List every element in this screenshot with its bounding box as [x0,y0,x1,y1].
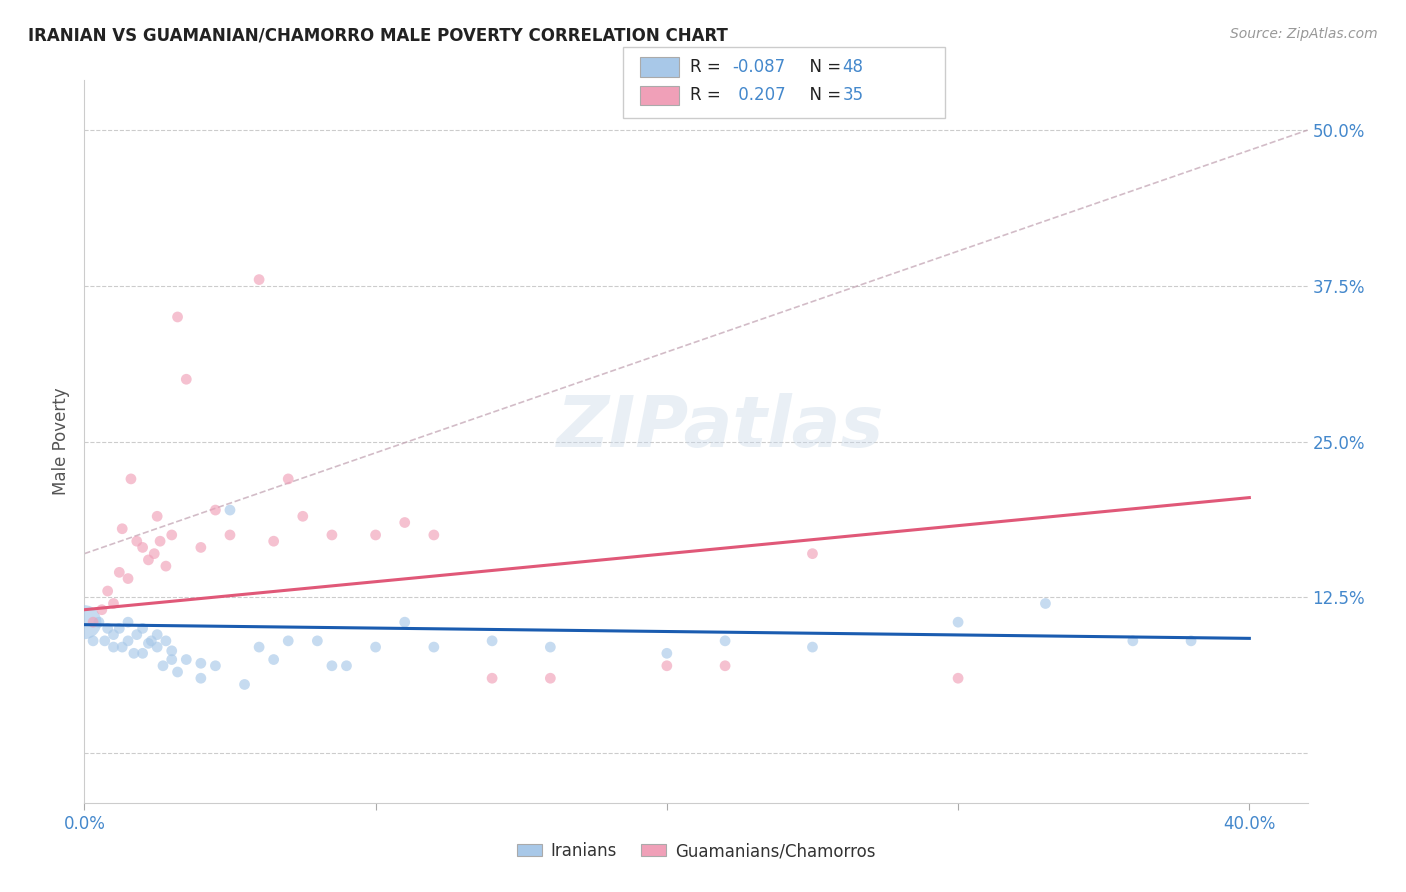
Point [277,633,299,648]
Text: Source: ZipAtlas.com: Source: ZipAtlas.com [1230,27,1378,41]
Point [111,522,134,536]
Point [190,541,212,555]
Point [125,534,148,549]
Text: ZIPatlas: ZIPatlas [557,392,884,461]
Point [166,665,188,679]
Point [481,633,503,648]
Point [117,572,139,586]
Text: R =: R = [690,87,731,104]
Point [335,658,357,673]
Point [801,547,824,561]
Point [1180,633,1202,648]
Point [321,658,343,673]
Text: 48: 48 [842,58,863,76]
Point [131,541,153,555]
Point [108,566,131,580]
Point [87,615,110,630]
Point [1122,633,1144,648]
Legend: Iranians, Guamanians/Chamorros: Iranians, Guamanians/Chamorros [510,836,882,867]
Point [946,615,969,630]
Point [714,658,737,673]
Point [174,372,197,386]
Text: R =: R = [690,58,727,76]
Point [146,640,169,654]
Point [174,652,197,666]
Point [141,633,163,648]
Point [90,603,112,617]
Text: N =: N = [799,87,846,104]
Point [111,640,134,654]
Point [122,646,145,660]
Point [1035,597,1057,611]
Point [423,640,446,654]
Point [801,640,824,654]
Point [219,503,242,517]
Point [97,621,120,635]
Text: IRANIAN VS GUAMANIAN/CHAMORRO MALE POVERTY CORRELATION CHART: IRANIAN VS GUAMANIAN/CHAMORRO MALE POVER… [28,27,728,45]
Point [146,509,169,524]
Text: N =: N = [799,58,846,76]
Point [125,627,148,641]
Point [277,472,299,486]
Point [82,615,104,630]
Point [146,627,169,641]
Point [423,528,446,542]
Point [103,627,125,641]
Point [655,658,678,673]
Text: 0.207: 0.207 [733,87,785,104]
Point [538,640,561,654]
Point [394,615,416,630]
Point [321,528,343,542]
Point [946,671,969,685]
Point [263,534,285,549]
Point [131,621,153,635]
Point [166,310,188,324]
Point [103,640,125,654]
Point [160,652,183,666]
Point [219,528,242,542]
Y-axis label: Male Poverty: Male Poverty [52,388,70,495]
Point [655,646,678,660]
Point [714,633,737,648]
Point [82,633,104,648]
Point [117,615,139,630]
Point [394,516,416,530]
Point [247,272,270,286]
Point [538,671,561,685]
Point [97,584,120,599]
Point [149,534,172,549]
Point [364,640,387,654]
Point [481,671,503,685]
Point [93,633,115,648]
Point [131,646,153,660]
Point [155,559,177,574]
Text: -0.087: -0.087 [733,58,786,76]
Point [103,597,125,611]
Point [190,671,212,685]
Point [138,553,160,567]
Point [160,528,183,542]
Point [108,621,131,635]
Point [138,636,160,650]
Point [307,633,329,648]
Point [155,633,177,648]
Point [247,640,270,654]
Point [233,677,256,691]
Point [160,644,183,658]
Point [263,652,285,666]
Point [364,528,387,542]
Point [120,472,142,486]
Point [117,633,139,648]
Point [73,615,96,630]
Text: 35: 35 [842,87,863,104]
Point [204,503,226,517]
Point [291,509,314,524]
Point [152,658,174,673]
Point [143,547,166,561]
Point [204,658,226,673]
Point [190,657,212,671]
